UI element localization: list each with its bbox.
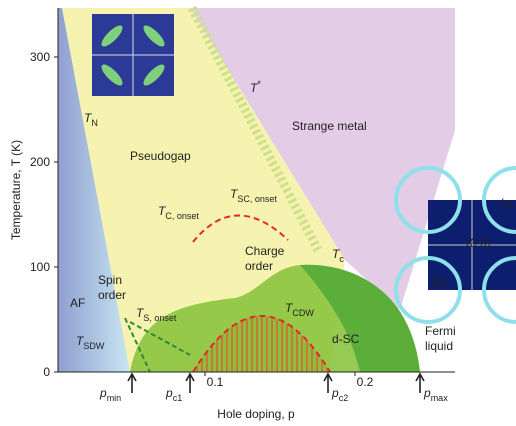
dsc-label: d-SC xyxy=(332,332,360,346)
af-label: AF xyxy=(70,296,85,310)
spin-order-label: Spin xyxy=(98,273,122,287)
doping-arrow xyxy=(128,374,136,393)
fermi-liquid-label: Fermi xyxy=(425,324,456,338)
inset-origin: (0,0) xyxy=(466,236,491,250)
y-axis-label: Temperature, T (K) xyxy=(9,140,23,240)
inset-tag: (d) xyxy=(432,275,447,289)
charge-order-label: order xyxy=(245,259,273,273)
inset-top xyxy=(92,14,174,96)
inset-corner: (π,π) xyxy=(500,196,516,210)
t-sc-onset-label-sub: SC, onset xyxy=(237,194,277,204)
strange-metal-label: Strange metal xyxy=(292,119,367,133)
t-n-label-sub: N xyxy=(91,118,98,128)
t-star-label-sup: * xyxy=(257,79,261,89)
pseudogap-label: Pseudogap xyxy=(130,149,191,163)
doping-marker-sub: c2 xyxy=(339,393,349,403)
x-tick-label: 0.1 xyxy=(207,375,224,389)
t-c-label-sub: c xyxy=(339,254,344,264)
phase-diagram: 0 100 200 300 0.1 0.2 Hole doping, p Temperatur… xyxy=(0,0,516,426)
doping-marker-sub: c1 xyxy=(173,393,183,403)
spin-order-label: order xyxy=(98,288,126,302)
y-tick-label: 0 xyxy=(43,365,50,379)
charge-order-label: Charge xyxy=(245,244,285,258)
doping-arrow xyxy=(416,374,424,393)
y-tick-label: 100 xyxy=(30,260,50,274)
doping-marker-sub: max xyxy=(431,393,449,403)
fermi-liquid-label: liquid xyxy=(425,339,453,353)
x-axis-label: Hole doping, p xyxy=(217,407,295,421)
y-tick-label: 200 xyxy=(30,155,50,169)
doping-arrow xyxy=(186,374,194,393)
y-tick-label: 300 xyxy=(30,50,50,64)
doping-marker-label: pc1 xyxy=(165,386,182,403)
t-s-onset-label-sub: S, onset xyxy=(143,313,177,323)
doping-marker-label: pmin xyxy=(99,386,121,403)
doping-marker-label: pc2 xyxy=(331,386,348,403)
doping-arrow xyxy=(324,374,332,393)
x-tick-label: 0.2 xyxy=(357,375,374,389)
t-c-onset-label-sub: C, onset xyxy=(165,211,199,221)
t-cdw-label-sub: CDW xyxy=(292,308,314,318)
doping-marker-label: pmax xyxy=(423,386,448,403)
doping-marker-sub: min xyxy=(107,393,122,403)
t-sdw-label-sub: SDW xyxy=(83,341,105,351)
